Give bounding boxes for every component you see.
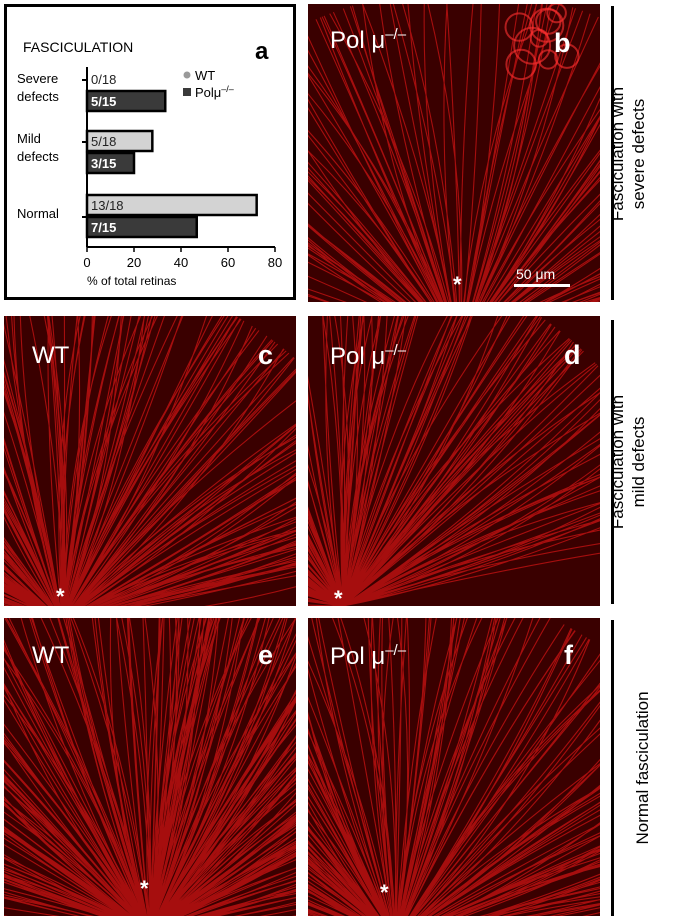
- category-label-severe-1: Severe: [17, 71, 58, 86]
- category-labels: Severe defects Mild defects Normal: [17, 71, 59, 221]
- bar-label-wt-2: 13/18: [91, 198, 124, 213]
- genotype-label: Pol μ–/–: [330, 342, 407, 370]
- panel-d-micrograph: Pol μ–/– d *: [308, 316, 600, 606]
- bar-label-polmu-1: 3/15: [91, 156, 116, 171]
- bars-group: 0/18 5/15 5/18 3/15 13/18 7/15: [85, 72, 258, 239]
- optic-disc-marker: *: [453, 272, 462, 297]
- axon-fibers-image: [4, 618, 296, 916]
- panel-letter-c: c: [258, 340, 274, 370]
- panel-c-micrograph: WT c *: [4, 316, 296, 606]
- bar-label-wt-0: 0/18: [91, 72, 116, 87]
- category-label-mild-1: Mild: [17, 131, 41, 146]
- bar-label-polmu-0: 5/15: [91, 94, 116, 109]
- legend-label-polmu: Polμ–/–: [195, 84, 234, 100]
- axon-fibers-image: [308, 4, 600, 302]
- panel-letter-d: d: [564, 340, 581, 370]
- panel-b-micrograph: Pol μ–/– b * 50 μm: [308, 4, 600, 302]
- x-tick-label: 80: [268, 255, 282, 270]
- row-3-bracket: [611, 620, 614, 916]
- x-tick-label: 0: [83, 255, 90, 270]
- row-2-bracket: [611, 320, 614, 604]
- side-label-mild: Fasciculation with mild defects: [608, 394, 648, 530]
- panel-a-chart: FASCICULATION a WT Polμ–/– Severe defect…: [4, 4, 296, 300]
- genotype-label: Pol μ–/–: [330, 642, 407, 670]
- x-tick-label: 40: [174, 255, 188, 270]
- panel-letter-b: b: [554, 28, 571, 58]
- legend-label-wt: WT: [195, 68, 215, 83]
- side-label-severe: Fasciculation with severe defects: [608, 86, 648, 222]
- side-label-normal: Normal fasciculation: [633, 691, 652, 845]
- axon-fibers-image: [4, 316, 296, 606]
- legend-marker-polmu: [183, 88, 191, 96]
- scale-bar: [514, 284, 570, 287]
- chart-legend: WT Polμ–/–: [183, 68, 234, 100]
- x-axis-label: % of total retinas: [87, 274, 176, 288]
- chart-title: FASCICULATION: [23, 39, 133, 55]
- genotype-label: WT: [32, 342, 70, 369]
- fasciculation-bar-chart: FASCICULATION a WT Polμ–/– Severe defect…: [17, 38, 282, 288]
- optic-disc-marker: *: [380, 880, 389, 905]
- axon-fibers-image: [308, 618, 600, 916]
- legend-marker-wt: [183, 71, 191, 79]
- x-tick-label: 60: [221, 255, 235, 270]
- row-1-bracket: [611, 6, 614, 300]
- optic-disc-marker: *: [56, 584, 65, 607]
- category-label-mild-2: defects: [17, 149, 59, 164]
- scale-bar-label: 50 μm: [516, 266, 556, 282]
- panel-letter-f: f: [564, 640, 573, 670]
- x-tick-label: 20: [127, 255, 141, 270]
- panel-letter-e: e: [258, 640, 274, 670]
- category-label-severe-2: defects: [17, 89, 59, 104]
- optic-disc-marker: *: [334, 586, 343, 607]
- bar-label-wt-1: 5/18: [91, 134, 116, 149]
- optic-disc-marker: *: [140, 876, 149, 901]
- axon-fibers-image: [308, 316, 600, 606]
- genotype-label: Pol μ–/–: [330, 26, 407, 54]
- panel-f-micrograph: Pol μ–/– f *: [308, 618, 600, 916]
- genotype-label: WT: [32, 642, 70, 669]
- panel-e-micrograph: WT e *: [4, 618, 296, 916]
- x-axis: 0 20 40 60 80: [82, 67, 282, 270]
- category-label-normal: Normal: [17, 206, 59, 221]
- bar-label-polmu-2: 7/15: [91, 220, 116, 235]
- panel-letter-a: a: [255, 38, 269, 65]
